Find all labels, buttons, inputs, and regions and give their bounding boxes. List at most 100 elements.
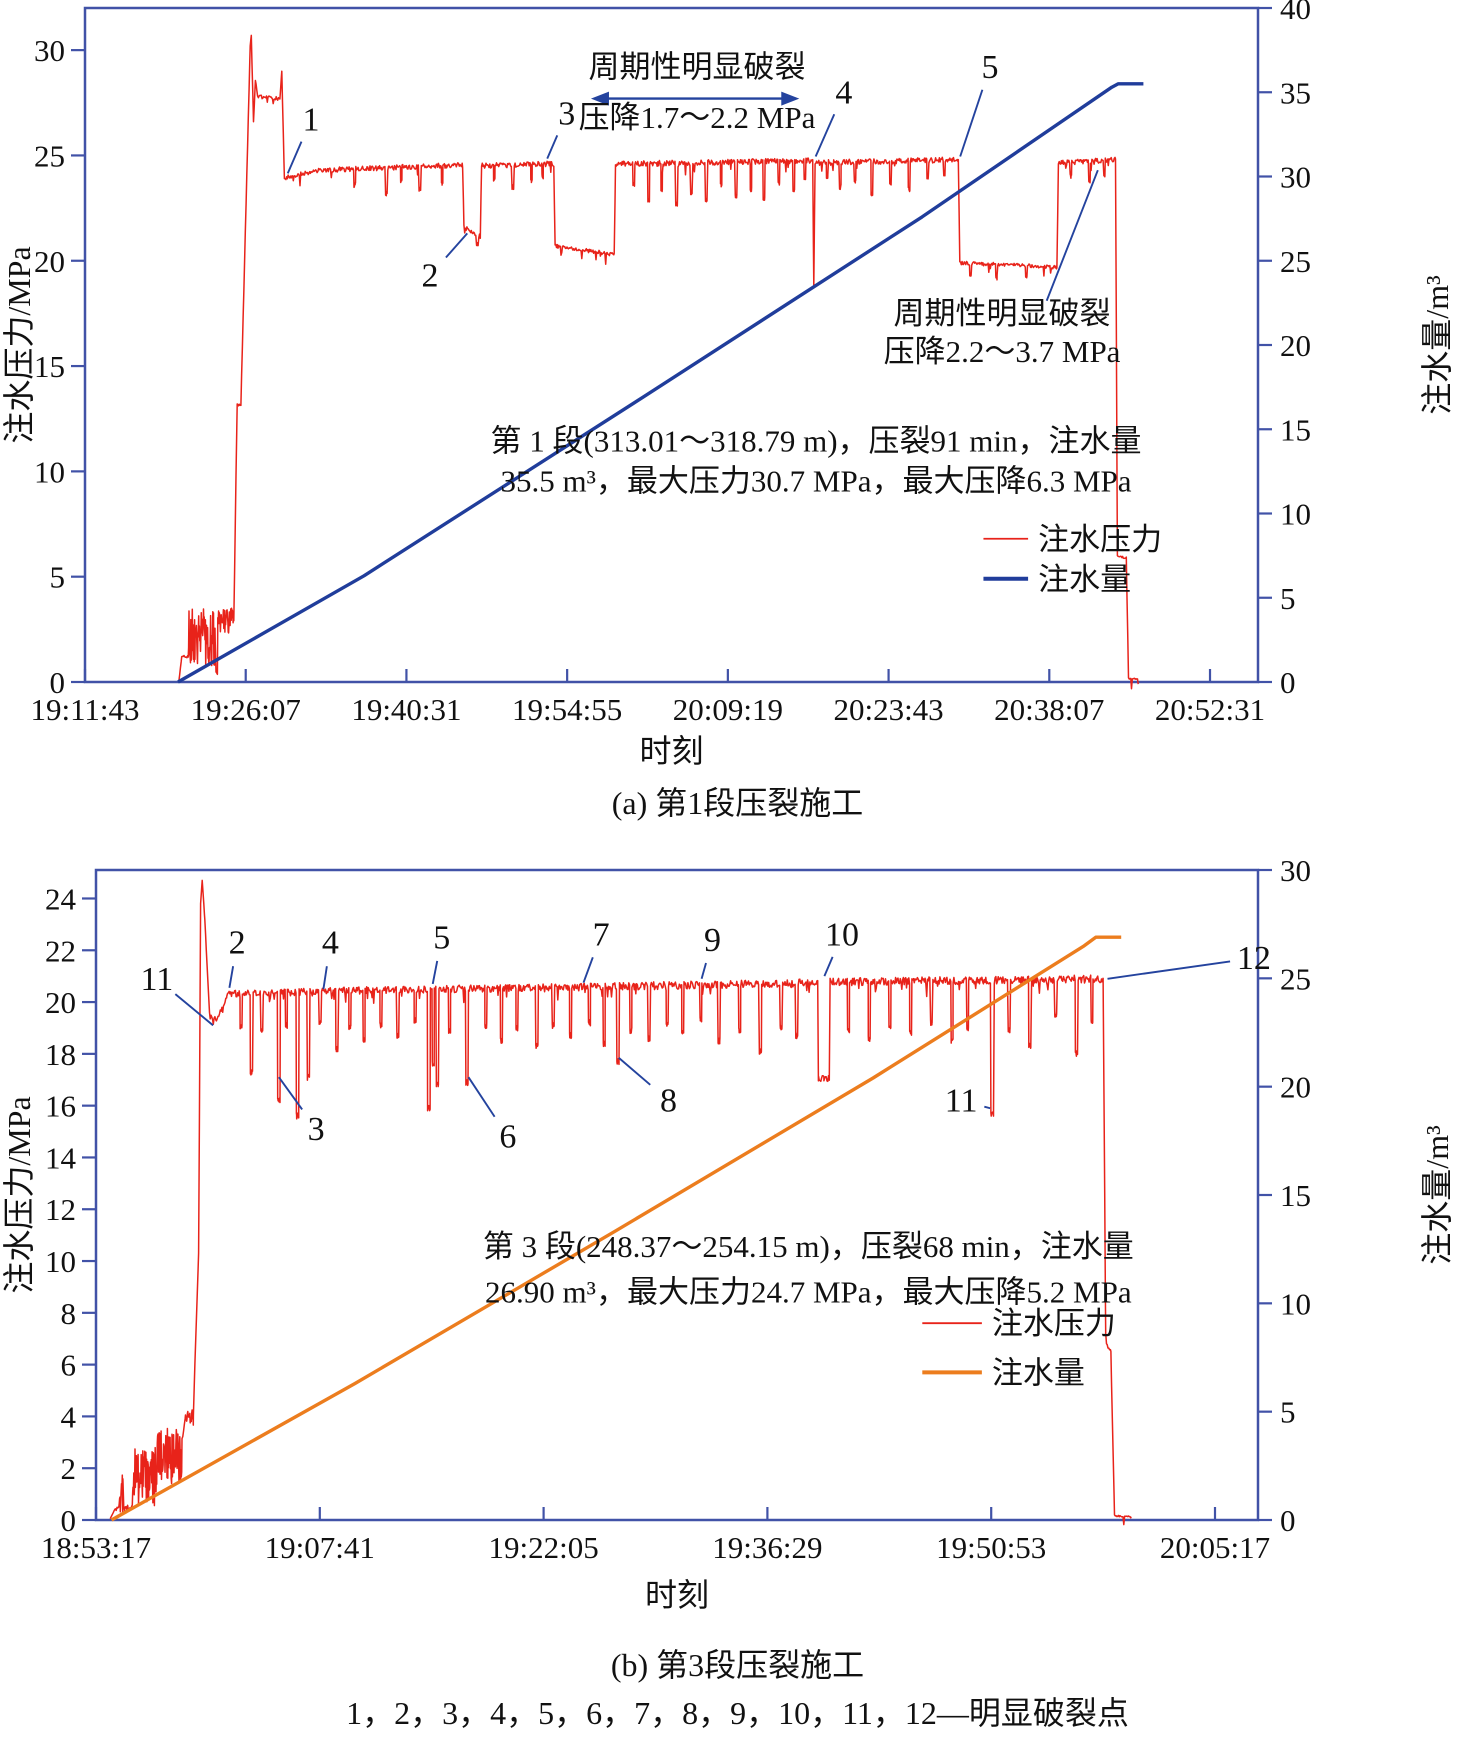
fracture-point-label: 3 bbox=[308, 1111, 325, 1148]
annotation-text: 压降1.7～2.2 MPa bbox=[579, 100, 816, 135]
left-axis: 0 5 10 15 20 25 30 注水压力/MPa bbox=[1, 33, 85, 700]
annotation-text: 周期性明显破裂 bbox=[588, 50, 805, 85]
fracture-point-label: 6 bbox=[499, 1119, 516, 1156]
left-tick-label: 8 bbox=[61, 1296, 77, 1331]
legend-label: 注水压力 bbox=[1038, 522, 1162, 557]
left-tick-label: 20 bbox=[45, 985, 76, 1020]
leader-line bbox=[1107, 960, 1231, 980]
caption-a: (a) 第1段压裂施工 bbox=[611, 785, 864, 821]
leader-line bbox=[467, 1076, 496, 1118]
arrowhead-right bbox=[781, 91, 800, 106]
x-axis-title: 时刻 bbox=[639, 733, 703, 769]
left-tick-label: 2 bbox=[61, 1451, 77, 1486]
leader-line bbox=[174, 993, 214, 1027]
x-tick-label: 18:53:17 bbox=[41, 1530, 151, 1565]
right-tick-label: 10 bbox=[1280, 1286, 1311, 1321]
leader-line bbox=[445, 232, 468, 259]
right-tick-label: 5 bbox=[1280, 1395, 1296, 1430]
right-tick-label: 20 bbox=[1280, 1070, 1311, 1105]
left-tick-label: 30 bbox=[34, 33, 65, 68]
stage-info: 第 3 段(248.37～254.15 m)，压裂68 min，注水量 26.90… bbox=[483, 1229, 1134, 1309]
fracture-point-labels: 1 2 3 4 5 bbox=[286, 49, 998, 294]
leader-line bbox=[618, 1057, 651, 1086]
right-tick-label: 20 bbox=[1280, 328, 1311, 363]
left-tick-label: 0 bbox=[50, 665, 66, 700]
x-tick-label: 19:26:07 bbox=[191, 692, 301, 727]
left-tick-label: 14 bbox=[45, 1140, 77, 1175]
left-tick-label: 6 bbox=[61, 1348, 77, 1383]
stage-info-line: 第 1 段(313.01～318.79 m)，压裂91 min，注水量 bbox=[491, 423, 1142, 458]
volume-line bbox=[177, 82, 1144, 684]
right-tick-label: 15 bbox=[1280, 412, 1311, 447]
x-axis-title: 时刻 bbox=[645, 1577, 709, 1613]
stage-info-line: 26.90 m³，最大压力24.7 MPa，最大压降5.2 MPa bbox=[485, 1274, 1132, 1309]
fracture-point-label: 4 bbox=[322, 925, 339, 962]
x-tick-label: 19:22:05 bbox=[488, 1530, 598, 1565]
chart-b: 18:53:17 19:07:41 19:22:05 19:36:29 19:50:53… bbox=[1, 853, 1455, 1613]
right-tick-label: 25 bbox=[1280, 244, 1311, 279]
leader-line bbox=[984, 1105, 991, 1110]
left-tick-label: 0 bbox=[61, 1503, 77, 1538]
stage-info: 第 1 段(313.01～318.79 m)，压裂91 min，注水量 35.5 … bbox=[491, 423, 1142, 498]
x-tick-label: 20:38:07 bbox=[994, 692, 1104, 727]
fracture-point-label: 12 bbox=[1237, 940, 1271, 977]
fracture-point-label: 2 bbox=[229, 925, 246, 962]
pressure-line bbox=[178, 34, 1139, 690]
stage-info-line: 35.5 m³，最大压力30.7 MPa，最大压降6.3 MPa bbox=[501, 463, 1132, 498]
x-axis: 19:11:43 19:26:07 19:40:31 19:54:55 20:09:19… bbox=[30, 669, 1265, 769]
left-tick-label: 25 bbox=[34, 138, 65, 173]
right-tick-label: 15 bbox=[1280, 1178, 1311, 1213]
fracture-point-label: 10 bbox=[825, 917, 859, 954]
right-tick-label: 30 bbox=[1280, 160, 1311, 195]
volume-line bbox=[110, 935, 1122, 1522]
leader-line bbox=[322, 966, 328, 990]
right-tick-label: 40 bbox=[1280, 0, 1311, 26]
pressure-line bbox=[109, 879, 1132, 1526]
leader-line bbox=[823, 956, 834, 977]
leader-line bbox=[431, 960, 439, 985]
leader-line bbox=[546, 134, 559, 159]
right-tick-label: 5 bbox=[1280, 581, 1296, 616]
x-tick-label: 20:52:31 bbox=[1155, 692, 1265, 727]
fracture-point-label: 11 bbox=[945, 1082, 978, 1119]
left-tick-label: 12 bbox=[45, 1192, 76, 1227]
leader-line bbox=[700, 962, 707, 980]
x-tick-label: 19:54:55 bbox=[512, 692, 622, 727]
right-tick-label: 25 bbox=[1280, 961, 1311, 996]
x-axis: 18:53:17 19:07:41 19:22:05 19:36:29 19:50:53… bbox=[41, 1507, 1270, 1613]
right-tick-label: 0 bbox=[1280, 665, 1296, 700]
right-axis: 0 5 10 15 20 25 30 35 40 注水量/m³ bbox=[1258, 0, 1455, 700]
legend-label: 注水压力 bbox=[992, 1306, 1116, 1341]
leader-line bbox=[228, 966, 235, 988]
left-tick-label: 10 bbox=[34, 454, 65, 489]
x-tick-label: 20:09:19 bbox=[673, 692, 783, 727]
left-tick-label: 15 bbox=[34, 349, 65, 384]
left-axis-title: 注水压力/MPa bbox=[1, 246, 37, 443]
annotation-text: 周期性明显破裂 bbox=[894, 296, 1111, 331]
legend-label: 注水量 bbox=[1038, 562, 1131, 597]
fracture-point-labels: 11 2 3 4 5 6 7 8 9 10 11 12 bbox=[140, 917, 1270, 1156]
right-tick-label: 0 bbox=[1280, 1503, 1296, 1538]
fracture-point-label: 11 bbox=[140, 961, 173, 998]
left-tick-label: 5 bbox=[50, 560, 66, 595]
stage-info-line: 第 3 段(248.37～254.15 m)，压裂68 min，注水量 bbox=[483, 1229, 1134, 1264]
left-axis-title: 注水压力/MPa bbox=[1, 1096, 37, 1293]
x-tick-label: 19:50:53 bbox=[936, 1530, 1046, 1565]
fracture-point-label: 3 bbox=[558, 95, 575, 132]
fracture-point-label: 8 bbox=[660, 1082, 677, 1119]
chart-a: 19:11:43 19:26:07 19:40:31 19:54:55 20:09:19… bbox=[1, 0, 1455, 769]
fracture-point-label: 9 bbox=[704, 922, 721, 959]
fracture-point-label: 5 bbox=[981, 49, 998, 86]
arrowhead-left bbox=[590, 91, 609, 106]
x-tick-label: 20:05:17 bbox=[1160, 1530, 1270, 1565]
left-tick-label: 24 bbox=[45, 881, 77, 916]
right-tick-label: 30 bbox=[1280, 853, 1311, 888]
leader-line bbox=[814, 113, 836, 157]
leader-line bbox=[959, 89, 984, 157]
x-tick-label: 19:36:29 bbox=[712, 1530, 822, 1565]
